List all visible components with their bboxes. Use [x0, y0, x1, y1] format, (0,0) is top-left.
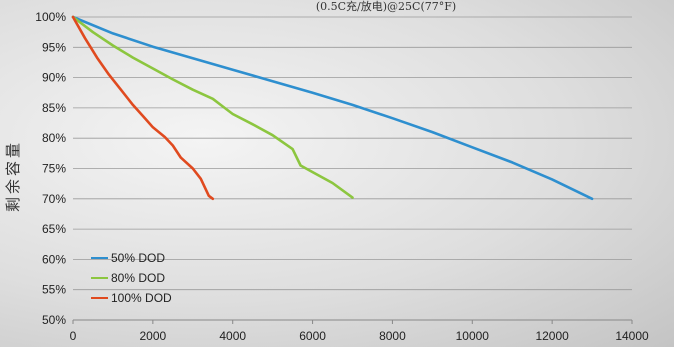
x-tick-label: 2000 — [140, 329, 167, 343]
x-tick-label: 8000 — [379, 329, 406, 343]
y-axis-ticks: 50% 55% 60% 65% 70% 75% 80% 85% 90% 95% 100% — [35, 10, 66, 327]
y-tick-label: 65% — [42, 222, 66, 236]
x-tick-label: 14000 — [615, 329, 649, 343]
y-tick-label: 90% — [42, 71, 66, 85]
x-axis-ticks: 0 2000 4000 6000 8000 10000 12000 14000 — [70, 320, 649, 343]
x-tick-label: 4000 — [219, 329, 246, 343]
y-tick-label: 85% — [42, 101, 66, 115]
y-tick-label: 55% — [42, 283, 66, 297]
series-line-3 — [71, 15, 215, 201]
y-tick-label: 60% — [42, 252, 66, 266]
x-tick-label: 6000 — [299, 329, 326, 343]
y-tick-label: 50% — [42, 313, 66, 327]
y-tick-label: 70% — [42, 192, 66, 206]
series-line-1 — [71, 15, 594, 201]
y-axis-label: 剩余容量 — [4, 140, 22, 212]
x-tick-label: 12000 — [535, 329, 569, 343]
x-tick-label: 0 — [70, 329, 77, 343]
legend-label: 50% DOD — [111, 251, 165, 265]
y-tick-label: 80% — [42, 131, 66, 145]
legend: 50% DOD 80% DOD 100% DOD — [91, 251, 172, 305]
y-tick-label: 100% — [35, 10, 66, 24]
y-tick-label: 95% — [42, 40, 66, 54]
series-line-2 — [71, 15, 354, 199]
y-tick-label: 75% — [42, 162, 66, 176]
data-series — [71, 15, 594, 201]
chart-title: (0.5C充/放电)@25C(77°F) — [316, 0, 456, 13]
x-tick-label: 10000 — [456, 329, 490, 343]
legend-label: 80% DOD — [111, 271, 165, 285]
legend-label: 100% DOD — [111, 291, 172, 305]
